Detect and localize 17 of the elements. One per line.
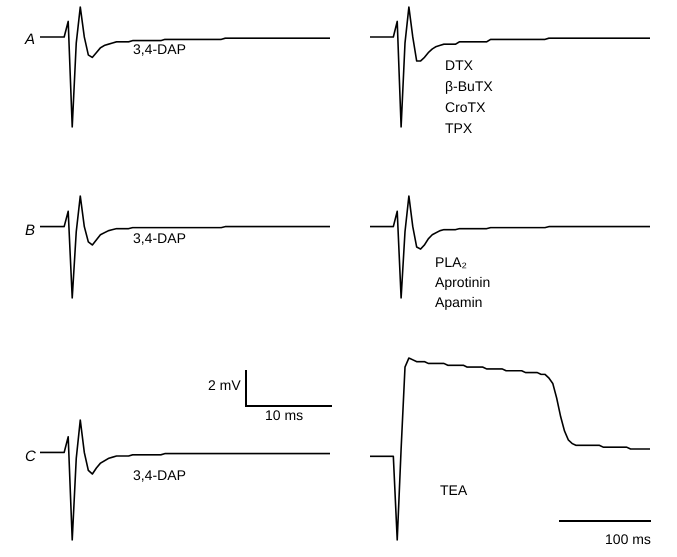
- annotation: 10 ms: [265, 407, 304, 423]
- annotation: 3,4-DAP: [133, 230, 186, 246]
- annotation: TEA: [440, 482, 468, 498]
- annotation: 3,4-DAP: [133, 41, 186, 57]
- text: A: [24, 31, 36, 48]
- annotation: β-BuTX: [445, 78, 494, 94]
- annotation: DTX: [445, 57, 474, 73]
- annotation: CroTX: [445, 99, 486, 115]
- annotation: TPX: [445, 120, 473, 136]
- annotation: PLA₂: [435, 254, 467, 270]
- annotation: Aprotinin: [435, 274, 490, 290]
- annotation: 3,4-DAP: [133, 467, 186, 483]
- annotation: 100 ms: [604, 531, 651, 547]
- annotation: Apamin: [435, 294, 482, 310]
- text: C: [25, 448, 36, 465]
- text: 2 mV: [208, 377, 242, 393]
- text: B: [25, 222, 36, 239]
